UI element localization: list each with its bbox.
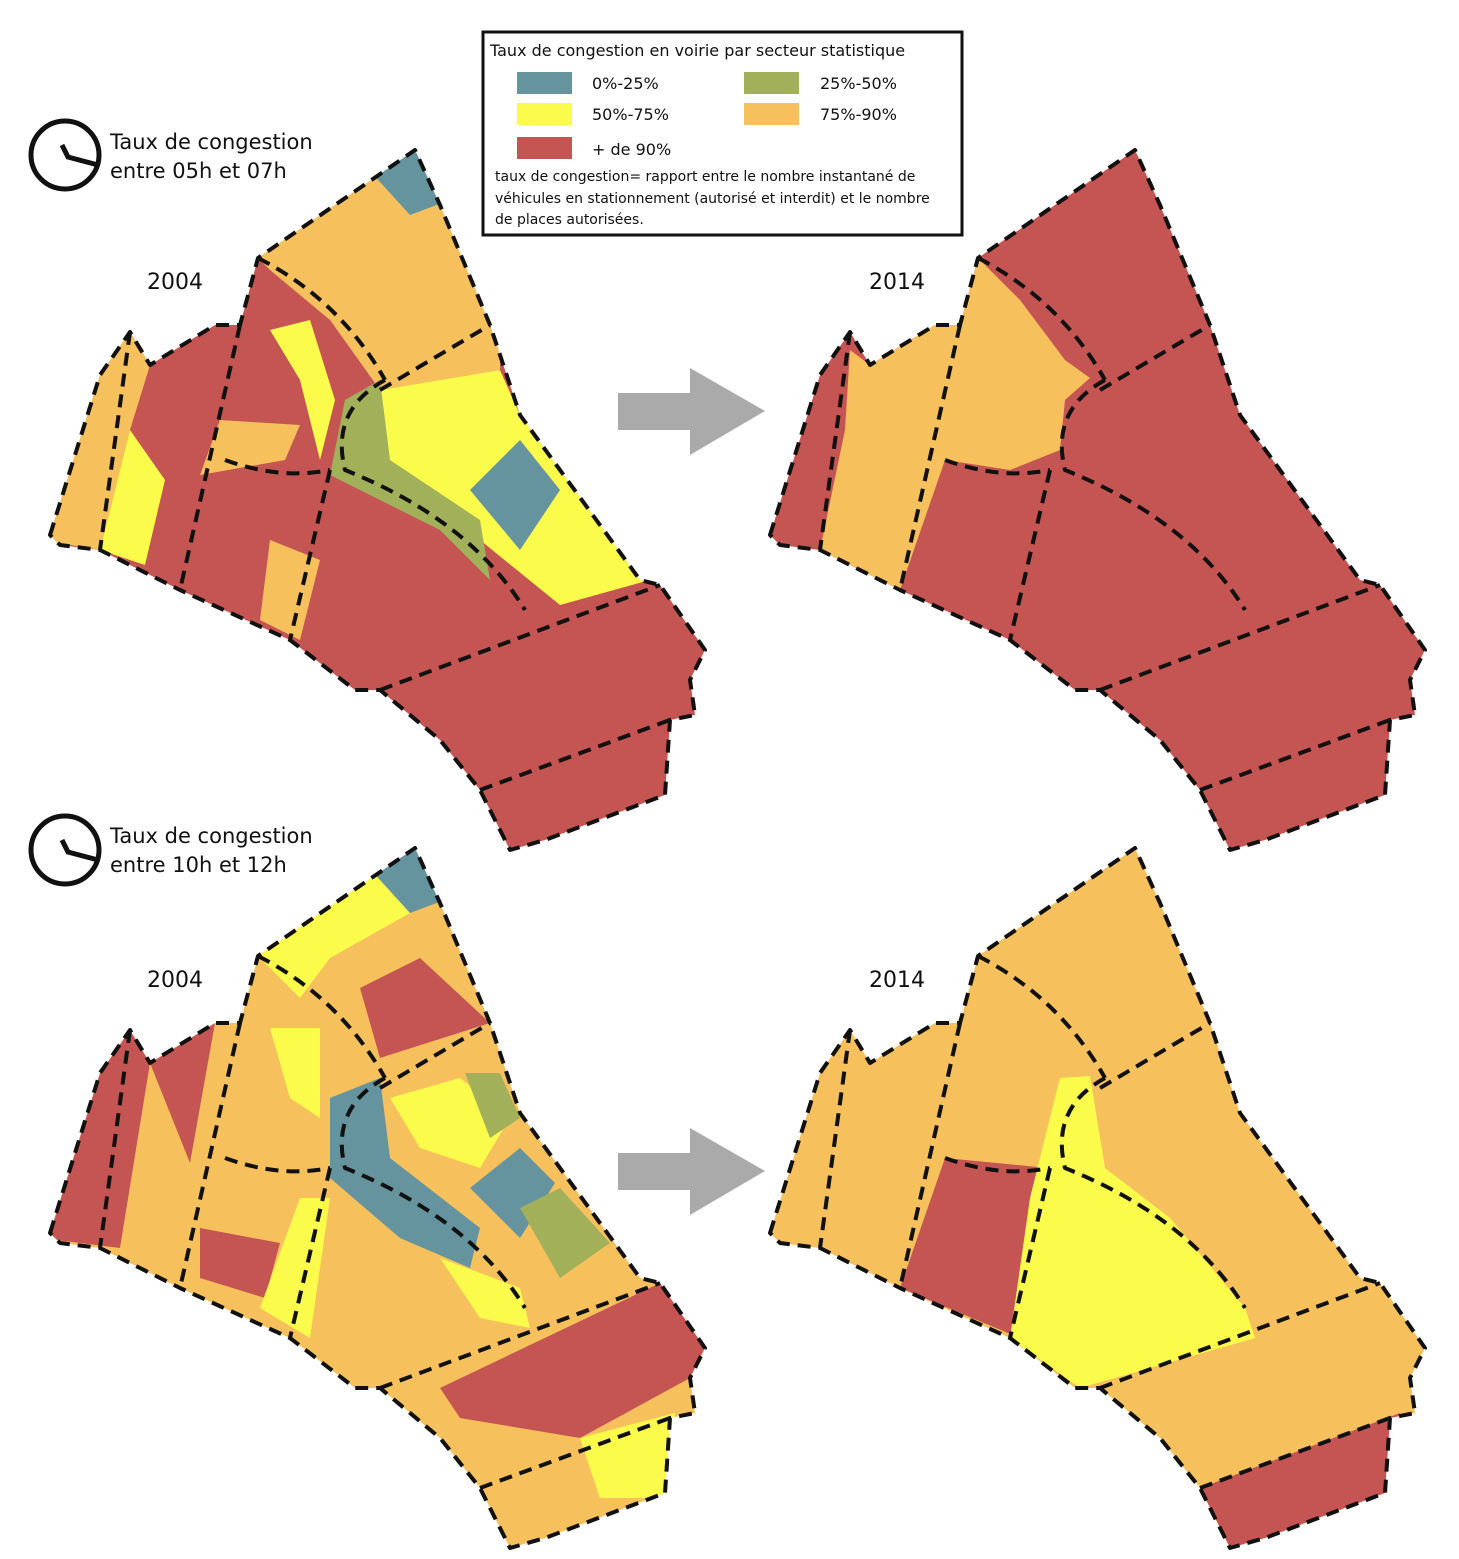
region <box>260 1198 330 1338</box>
region <box>360 958 490 1058</box>
caption: entre 05h et 07h <box>110 159 287 183</box>
region <box>260 540 320 640</box>
legend-swatch <box>517 103 572 125</box>
arrow <box>618 368 765 455</box>
legend-note: de places autorisées. <box>495 212 644 228</box>
region <box>520 1188 610 1278</box>
region <box>50 332 150 550</box>
legend-label: 25%-50% <box>820 74 897 93</box>
region <box>200 1228 280 1298</box>
region <box>270 320 335 460</box>
map-year: 2014 <box>869 968 925 993</box>
region <box>1010 1076 1255 1388</box>
region <box>258 868 410 998</box>
legend-label: 50%-75% <box>592 105 669 124</box>
region <box>465 1073 520 1138</box>
clock-icon <box>28 118 102 887</box>
legend-note: véhicules en stationnement (autorisé et … <box>495 191 930 207</box>
region <box>258 150 500 390</box>
region <box>470 440 560 550</box>
caption: Taux de congestion <box>109 130 313 154</box>
region <box>820 258 1090 590</box>
legend-swatch <box>517 72 572 94</box>
legend-items: 0%-25% 25%-50% 50%-75% 75%-90% + de 90% <box>517 72 897 159</box>
legend-label: 75%-90% <box>820 105 897 124</box>
caption: entre 10h et 12h <box>110 853 287 877</box>
legend-title: Taux de congestion en voirie par secteur… <box>489 41 905 60</box>
region <box>270 1028 320 1118</box>
map-year: 2014 <box>869 270 925 295</box>
region <box>100 430 165 565</box>
legend-box <box>481 30 964 237</box>
legend-swatch <box>744 72 799 94</box>
map-year: 2004 <box>147 968 203 993</box>
caption: Taux de congestion <box>109 824 313 848</box>
region <box>150 1023 215 1163</box>
region <box>900 1158 1048 1338</box>
legend-swatch <box>517 137 572 159</box>
map-year: 2004 <box>147 270 203 295</box>
legend-note: taux de congestion= rapport entre le nom… <box>495 169 915 185</box>
region <box>440 1283 705 1438</box>
map: 2014 <box>768 846 1427 1550</box>
legend-label: + de 90% <box>592 140 671 159</box>
region <box>1200 1413 1400 1548</box>
region <box>580 1413 675 1498</box>
region <box>50 1030 150 1248</box>
legend-label: 0%-25% <box>592 74 659 93</box>
arrow <box>618 1128 765 1215</box>
legend-swatch <box>744 103 799 125</box>
region <box>330 380 490 580</box>
region <box>440 1258 530 1328</box>
